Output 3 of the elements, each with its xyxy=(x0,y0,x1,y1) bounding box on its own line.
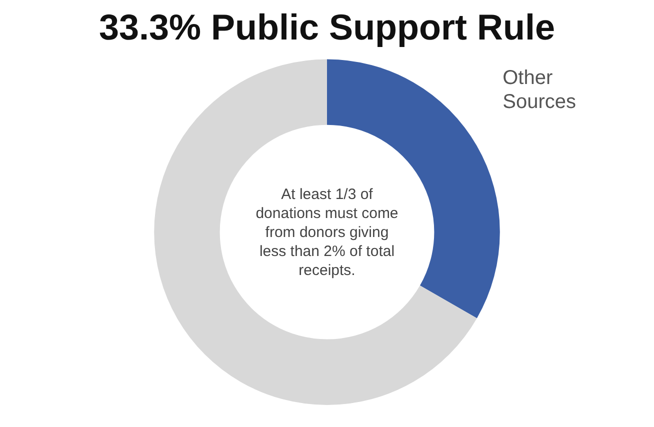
slice-label: Other Sources xyxy=(502,66,576,113)
text: At least 1/3 of donations must come from donors giving less than 2% of total receipts. xyxy=(254,184,400,280)
chart-title: 33.3% Public Support Rule xyxy=(98,6,556,48)
